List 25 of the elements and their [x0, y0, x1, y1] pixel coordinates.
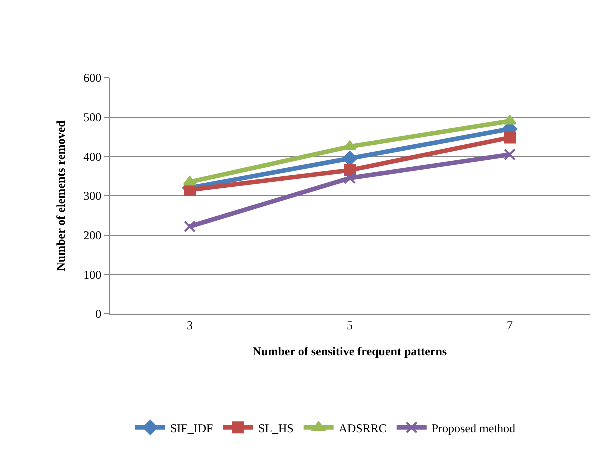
y-tick-label: 300	[84, 189, 102, 204]
point	[503, 115, 517, 125]
y-tick-label: 500	[84, 110, 102, 125]
y-tick-label: 600	[84, 71, 102, 86]
point	[184, 184, 196, 196]
point	[343, 140, 357, 150]
y-tick-label: 400	[84, 150, 102, 164]
x-tick-label: 5	[347, 318, 353, 332]
legend-label: ADSRRC	[338, 421, 387, 436]
point	[344, 172, 356, 184]
y-tick-label: 0	[96, 307, 102, 322]
y-axis-title: Number of elements removed	[54, 120, 68, 272]
point	[504, 132, 516, 144]
point	[184, 220, 196, 233]
x-tick-label: 3	[187, 318, 193, 332]
legend-label: Proposed method	[432, 421, 516, 436]
legend-label: SL_HS	[258, 421, 294, 436]
point	[342, 151, 358, 166]
point	[504, 148, 516, 161]
y-tick-label: 100	[84, 268, 102, 282]
y-tick-label: 200	[84, 228, 102, 243]
x-axis-title: Number of sensitive frequent patterns	[252, 344, 448, 358]
x-tick-label: 7	[507, 318, 513, 332]
point	[183, 176, 197, 186]
legend-label: SIF_IDF	[170, 421, 214, 436]
